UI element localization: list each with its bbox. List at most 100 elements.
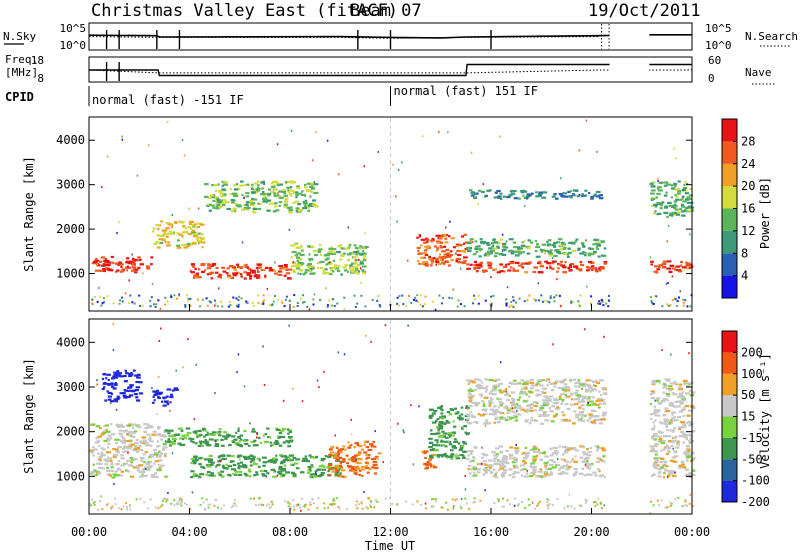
power-cell — [562, 266, 567, 269]
power-cell — [263, 195, 267, 198]
velocity-cell — [649, 512, 651, 515]
velocity-cell — [310, 476, 314, 479]
power-cell — [568, 195, 573, 198]
power-cell — [212, 262, 217, 266]
power-cell — [284, 182, 288, 185]
velocity-cell — [525, 382, 529, 386]
power-cell — [419, 246, 421, 249]
velocity-cell — [157, 469, 162, 472]
velocity-cell — [130, 461, 134, 464]
velocity-cell — [584, 328, 586, 331]
velocity-cell — [658, 440, 662, 443]
velocity-cell — [190, 470, 195, 473]
velocity-cell — [665, 419, 670, 422]
velocity-cell — [136, 373, 141, 376]
velocity-cell — [370, 500, 372, 503]
power-cell — [463, 259, 467, 263]
velocity-cell — [663, 472, 666, 475]
velocity-cell — [539, 470, 543, 473]
velocity-cell — [654, 443, 658, 446]
velocity-cell — [516, 404, 522, 407]
velocity-cell — [115, 450, 120, 453]
power-cell — [312, 203, 317, 206]
power-cell — [197, 276, 202, 279]
power-cell — [598, 194, 601, 197]
power-cell — [499, 263, 504, 266]
velocity-cell — [218, 455, 223, 458]
power-cell — [295, 200, 299, 203]
velocity-cell — [565, 396, 568, 399]
power-cell — [439, 245, 442, 248]
velocity-cell — [488, 404, 492, 407]
velocity-cell — [360, 465, 365, 469]
power-cell — [268, 269, 273, 272]
velocity-cell — [441, 434, 445, 437]
velocity-cell — [346, 462, 350, 465]
power-cell — [288, 211, 293, 214]
power-cell — [307, 265, 312, 268]
velocity-cell — [304, 455, 308, 458]
velocity-cell — [340, 448, 345, 451]
power-cell — [231, 192, 237, 195]
power-cell — [326, 305, 329, 308]
velocity-cell — [269, 436, 272, 439]
power-cell — [240, 208, 246, 211]
velocity-cell — [103, 458, 108, 461]
velocity-cell — [572, 446, 577, 450]
power-cell — [553, 254, 558, 258]
power-cell — [597, 238, 600, 242]
power-cell — [148, 144, 150, 147]
velocity-cell — [557, 472, 562, 475]
velocity-cell — [474, 446, 478, 449]
velocity-cell — [691, 504, 694, 507]
power-cell — [656, 187, 660, 190]
velocity-cell — [493, 454, 496, 457]
power-cell — [230, 199, 235, 202]
velocity-cell — [153, 472, 157, 475]
power-cell — [121, 138, 124, 141]
power-cell — [358, 258, 360, 261]
velocity-cell — [531, 387, 535, 390]
velocity-cell — [684, 453, 689, 456]
velocity-cell — [523, 462, 526, 465]
power-cell — [689, 201, 694, 204]
power-cell — [445, 260, 450, 264]
velocity-cell — [243, 429, 247, 433]
velocity-cell — [270, 468, 276, 471]
power-cell — [262, 200, 267, 203]
power-cell — [587, 260, 593, 264]
velocity-cell — [237, 473, 243, 476]
power-cell — [359, 262, 365, 265]
power-cell — [284, 198, 288, 201]
power-colorbar-swatch — [722, 253, 737, 276]
power-cell — [514, 254, 520, 257]
velocity-cell — [506, 409, 512, 412]
velocity-cell — [117, 507, 120, 510]
velocity-cell — [438, 425, 444, 428]
velocity-cell — [511, 397, 514, 400]
power-cell — [292, 192, 295, 195]
power-cell — [159, 234, 163, 237]
beam-label: Beam 07 — [350, 1, 422, 21]
velocity-cell — [107, 442, 111, 445]
power-cell — [100, 256, 105, 259]
power-cell — [687, 264, 690, 267]
velocity-cell — [143, 474, 148, 477]
power-cell — [283, 267, 288, 270]
velocity-cell — [211, 433, 216, 437]
power-cell — [156, 246, 161, 249]
power-cell — [169, 230, 173, 233]
velocity-cell — [579, 456, 584, 459]
velocity-cell — [533, 404, 538, 408]
velocity-cell — [190, 462, 193, 465]
power-cell — [663, 184, 668, 187]
velocity-cell — [99, 453, 104, 456]
velocity-cell — [339, 462, 342, 465]
power-cell — [425, 237, 428, 240]
velocity-cell — [249, 464, 253, 467]
velocity-cell — [366, 507, 369, 510]
power-cell — [541, 243, 547, 246]
power-cell — [455, 243, 461, 246]
velocity-cell — [482, 403, 485, 406]
